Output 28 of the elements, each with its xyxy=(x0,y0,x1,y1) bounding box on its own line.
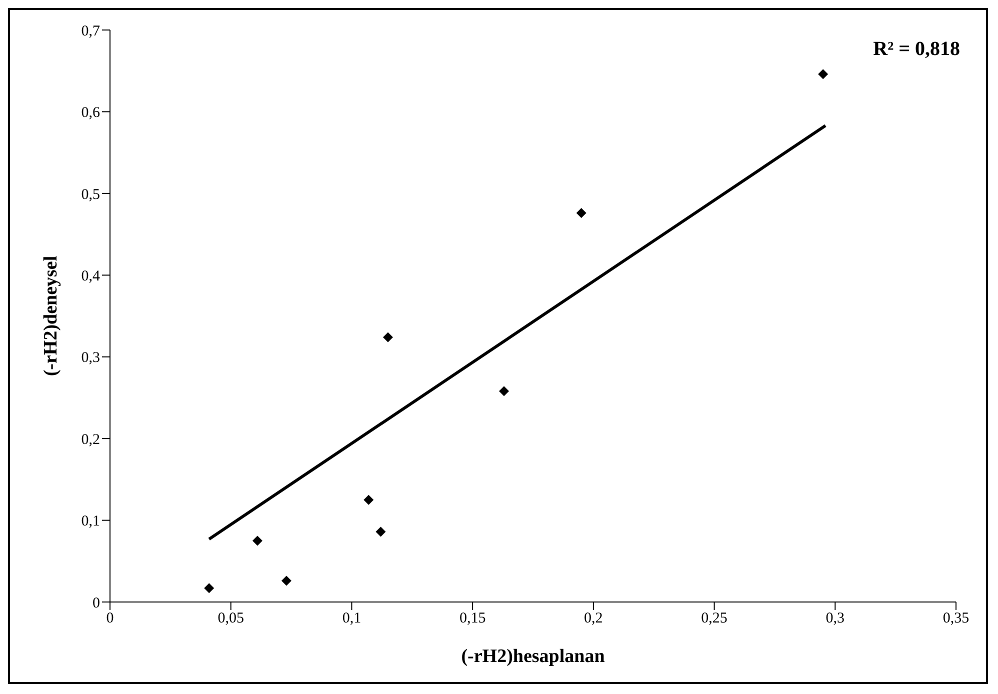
y-tick-label: 0 xyxy=(92,595,100,612)
point xyxy=(376,526,386,537)
x-tick-label: 0,3 xyxy=(826,610,845,627)
y-tick-label: 0,6 xyxy=(81,105,100,122)
point xyxy=(498,386,509,396)
x-tick-label: 0,05 xyxy=(218,610,244,627)
x-tick-label: 0,1 xyxy=(342,610,362,627)
point xyxy=(204,583,214,594)
x-tick-label: 0,35 xyxy=(942,610,970,627)
x-axis-title: (-rH2)hesaplanan xyxy=(461,646,606,667)
y-tick-label: 0,2 xyxy=(81,432,100,448)
x-tick-label: 0,25 xyxy=(701,610,728,627)
y-tick-label: 0,3 xyxy=(81,350,100,366)
x-tick-label: 0,15 xyxy=(459,610,486,627)
point xyxy=(281,576,292,586)
point xyxy=(252,536,262,546)
x-tick-label: 0 xyxy=(106,610,114,627)
y-axis-title: (-rH2)deneysel xyxy=(40,256,62,376)
y-tick-label: 0,1 xyxy=(81,514,100,530)
point xyxy=(818,69,828,80)
annotation: R² = 0,818 xyxy=(873,38,960,60)
point xyxy=(382,332,393,342)
y-tick-label: 0,7 xyxy=(81,23,100,40)
point xyxy=(364,494,374,505)
y-tick-label: 0,5 xyxy=(81,186,100,203)
y-tick-label: 0,4 xyxy=(81,268,100,284)
point xyxy=(576,208,586,218)
x-tick-label: 0,2 xyxy=(584,610,603,627)
